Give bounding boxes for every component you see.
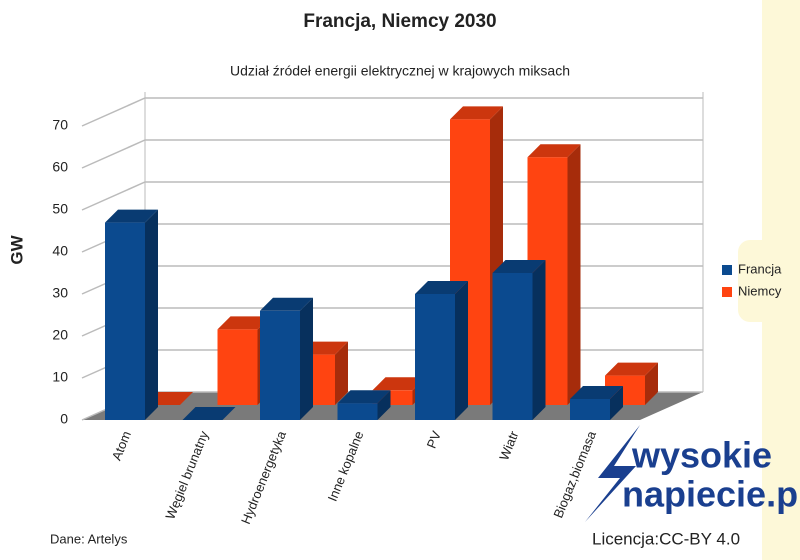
bar-top: [492, 260, 546, 273]
bar: [105, 222, 145, 420]
bar-side: [645, 362, 658, 405]
bar-side: [455, 281, 468, 420]
source: Dane: Artelys: [50, 531, 128, 546]
grid-line: [81, 139, 703, 169]
bar: [492, 273, 533, 420]
bar-side: [532, 260, 546, 420]
bar: [570, 399, 610, 420]
bar-top: [372, 377, 426, 391]
x-tick-label: Hydroenergetyka: [238, 428, 289, 526]
bar-top: [570, 386, 623, 399]
grid-line: [81, 265, 703, 295]
legend-label: Niemcy: [738, 283, 782, 298]
x-tick-label: Inne kopalne: [325, 429, 367, 504]
x-tick-label: Węgiel brunatny: [162, 428, 211, 521]
bar-side: [610, 386, 623, 420]
x-tick-label: Wiatr: [496, 428, 522, 462]
logo-bolt: [585, 425, 640, 522]
y-axis-title: GW: [7, 234, 26, 264]
bar-side: [567, 144, 581, 405]
y-tick-label: 50: [52, 201, 68, 217]
legend-label: Francja: [738, 261, 782, 276]
x-tick-label: PV: [424, 428, 445, 450]
bar-side: [335, 341, 348, 405]
bar-top: [337, 390, 391, 404]
y-tick-label: 70: [52, 117, 68, 133]
y-tick-label: 30: [52, 285, 68, 301]
bar-side: [300, 297, 313, 420]
grid-line: [81, 307, 703, 337]
logo-line-2: napiecie.pl: [622, 474, 800, 515]
grid-line: [81, 97, 703, 127]
bar: [217, 329, 258, 405]
license: Licencja:CC-BY 4.0: [592, 529, 740, 548]
y-tick-label: 0: [60, 411, 68, 427]
bar-top: [450, 106, 503, 120]
bar: [260, 310, 300, 420]
bar-side: [377, 390, 391, 420]
chart-subtitle: Udział źródeł energii elektrycznej w kra…: [230, 63, 570, 79]
bar-side: [145, 209, 158, 420]
grid-line: [81, 181, 703, 211]
bar-top: [260, 297, 313, 311]
bar-top: [415, 281, 468, 294]
legend-swatch: [722, 287, 732, 297]
chart-title: Francja, Niemcy 2030: [303, 11, 496, 32]
y-tick-label: 10: [52, 369, 68, 385]
bar-top: [105, 209, 158, 223]
bar: [337, 403, 378, 420]
y-tick-label: 20: [52, 327, 68, 343]
bar-top: [182, 407, 236, 420]
legend-swatch: [722, 265, 732, 275]
y-tick-label: 40: [52, 243, 68, 259]
bar-top: [605, 362, 658, 376]
logo-line-1: wysokie: [631, 435, 772, 476]
y-tick-label: 60: [52, 159, 68, 175]
x-tick-label: Biogaz,biomasa: [550, 428, 599, 520]
bar: [415, 294, 455, 420]
bar-top: [527, 144, 581, 158]
grid-line: [81, 223, 703, 253]
bar-top: [217, 316, 271, 330]
x-tick-label: Atom: [109, 429, 134, 463]
legend-box: [738, 240, 800, 322]
